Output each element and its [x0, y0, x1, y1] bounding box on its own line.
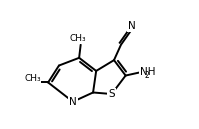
- Text: N: N: [69, 97, 77, 107]
- Text: NH: NH: [139, 67, 155, 77]
- Text: N: N: [128, 21, 136, 31]
- Text: 2: 2: [145, 71, 150, 80]
- Text: S: S: [108, 89, 115, 99]
- Text: CH₃: CH₃: [69, 34, 86, 43]
- Text: CH₃: CH₃: [24, 74, 41, 83]
